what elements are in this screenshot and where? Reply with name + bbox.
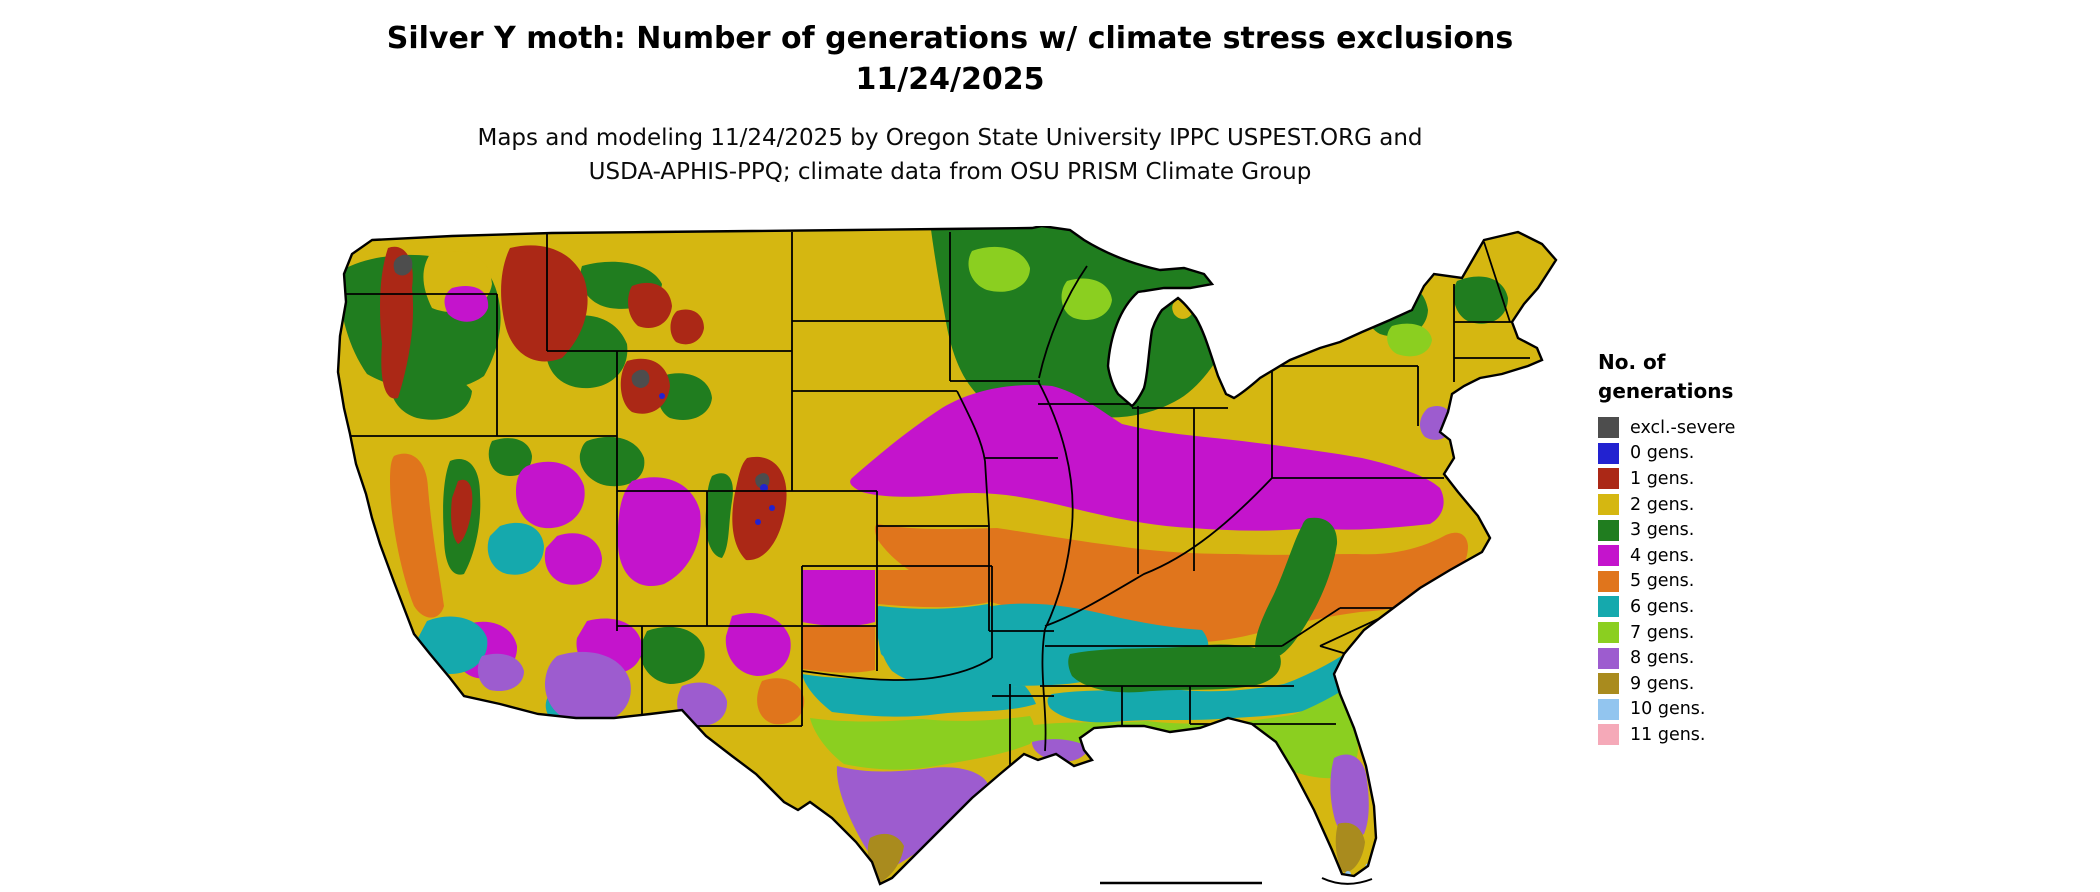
legend-item-3: 3 gens. xyxy=(1598,517,1735,543)
legend-swatch xyxy=(1598,545,1619,567)
legend-swatch xyxy=(1598,494,1619,516)
chart-title-line2: 11/24/2025 xyxy=(855,62,1045,97)
legend-items: excl.-severe 0 gens. 1 gens. 2 gens. 3 gens.… xyxy=(1598,415,1735,748)
legend-label: excl.-severe xyxy=(1630,417,1736,438)
map-region-gen6 xyxy=(417,522,1479,723)
subtitle-line1: Maps and modeling 11/24/2025 by Oregon S… xyxy=(477,125,1423,151)
legend-item-4: 4 gens. xyxy=(1598,543,1735,569)
title-block: Silver Y moth: Number of generations w/ … xyxy=(387,18,1514,100)
legend-swatch xyxy=(1598,647,1619,669)
map-region-gen0-specks xyxy=(659,393,775,525)
legend-label: 8 gens. xyxy=(1630,648,1695,669)
legend-label: 9 gens. xyxy=(1630,673,1695,694)
legend-label: 11 gens. xyxy=(1630,724,1706,745)
map-region-gen3-appalachia xyxy=(1068,517,1338,693)
legend-swatch xyxy=(1598,519,1619,541)
legend-swatch xyxy=(1598,724,1619,746)
legend: No. of generations excl.-severe 0 gens. 1 … xyxy=(1598,348,1735,748)
legend-label: 5 gens. xyxy=(1630,571,1695,592)
legend-swatch xyxy=(1598,596,1619,618)
map-region-gen8 xyxy=(477,405,1454,872)
legend-swatch xyxy=(1598,468,1619,490)
us-generations-map xyxy=(332,226,1562,886)
map-region-gen7-north xyxy=(968,246,1432,357)
legend-heading-line2: generations xyxy=(1598,379,1734,403)
map-region-gen4 xyxy=(444,286,1444,679)
legend-swatch xyxy=(1598,570,1619,592)
subtitle-line2: USDA-APHIS-PPQ; climate data from OSU PR… xyxy=(588,159,1312,185)
legend-swatch xyxy=(1598,622,1619,644)
chart-title-line1: Silver Y moth: Number of generations w/ … xyxy=(386,21,1514,56)
legend-label: 1 gens. xyxy=(1630,468,1695,489)
subtitle-block: Maps and modeling 11/24/2025 by Oregon S… xyxy=(477,121,1422,189)
legend-item-5: 5 gens. xyxy=(1598,569,1735,595)
legend-swatch xyxy=(1598,442,1619,464)
legend-item-7: 7 gens. xyxy=(1598,620,1735,646)
legend-item-excl: excl.-severe xyxy=(1598,415,1735,441)
legend-heading: No. of generations xyxy=(1598,348,1735,406)
legend-swatch xyxy=(1598,417,1619,439)
legend-swatch xyxy=(1598,673,1619,695)
florida-keys-line xyxy=(1321,877,1373,885)
legend-item-10: 10 gens. xyxy=(1598,697,1735,723)
legend-item-9: 9 gens. xyxy=(1598,671,1735,697)
legend-label: 6 gens. xyxy=(1630,596,1695,617)
us-outline xyxy=(336,226,1558,886)
us-map-svg xyxy=(336,226,1558,886)
legend-swatch xyxy=(1598,698,1619,720)
legend-label: 0 gens. xyxy=(1630,443,1695,464)
legend-item-6: 6 gens. xyxy=(1598,594,1735,620)
legend-item-0: 0 gens. xyxy=(1598,441,1735,467)
legend-label: 2 gens. xyxy=(1630,494,1695,515)
legend-label: 7 gens. xyxy=(1630,622,1695,643)
legend-item-1: 1 gens. xyxy=(1598,466,1735,492)
legend-label: 3 gens. xyxy=(1630,520,1695,541)
legend-heading-line1: No. of xyxy=(1598,350,1666,374)
legend-item-11: 11 gens. xyxy=(1598,722,1735,748)
legend-item-2: 2 gens. xyxy=(1598,492,1735,518)
map-region-gen5 xyxy=(390,453,1468,725)
legend-label: 10 gens. xyxy=(1630,699,1706,720)
map-region-gen1-mountains xyxy=(380,245,787,561)
legend-item-8: 8 gens. xyxy=(1598,645,1735,671)
map-region-gen9 xyxy=(867,822,1365,882)
legend-label: 4 gens. xyxy=(1630,545,1695,566)
